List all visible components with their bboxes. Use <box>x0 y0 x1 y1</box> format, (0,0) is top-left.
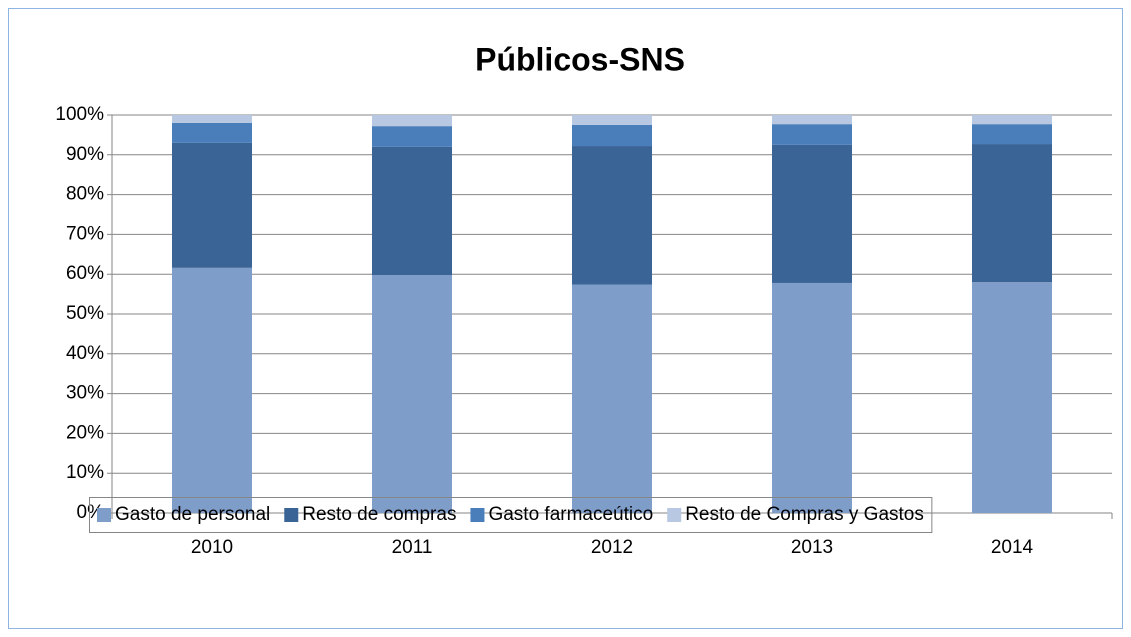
bar-segment <box>972 282 1052 513</box>
bar-segment <box>372 126 452 147</box>
y-tick-label: 50% <box>66 303 104 324</box>
legend-label: Gasto de personal <box>115 504 270 525</box>
y-tick-label: 100% <box>55 104 104 125</box>
x-tick-label: 2011 <box>392 537 433 558</box>
x-tick-label: 2012 <box>591 537 633 558</box>
legend-swatch <box>667 508 682 522</box>
bar-segment <box>772 282 852 513</box>
bar-segment <box>572 124 652 147</box>
legend-label: Resto de Compras y Gastos <box>685 504 924 525</box>
bar-segment <box>572 115 652 125</box>
bar-segment <box>172 122 252 143</box>
legend-label: Gasto farmaceútico <box>488 504 653 525</box>
legend-frame <box>89 497 933 533</box>
bar-segment <box>572 146 652 285</box>
chart-title: Públicos-SNS <box>475 41 685 77</box>
bar-segment <box>772 124 852 145</box>
bar-segment <box>372 115 452 127</box>
legend-label: Resto de compras <box>302 504 456 525</box>
bar-segment <box>972 124 1052 145</box>
y-tick-label: 70% <box>66 223 104 244</box>
bar-segment <box>372 146 452 275</box>
bar-segment <box>172 115 252 123</box>
x-tick-label: 2013 <box>791 537 833 558</box>
bar-segment <box>172 142 252 268</box>
x-tick-label: 2014 <box>991 537 1034 558</box>
y-tick-label: 10% <box>66 462 104 483</box>
bar-segment <box>172 267 252 513</box>
bar-segment <box>972 144 1052 283</box>
y-tick-label: 80% <box>66 184 104 205</box>
bar-segment <box>772 144 852 283</box>
bar-segment <box>972 115 1052 125</box>
y-tick-label: 30% <box>66 383 104 404</box>
legend-swatch <box>470 508 485 522</box>
x-tick-label: 2010 <box>191 537 233 558</box>
legend-swatch <box>97 508 111 522</box>
y-tick-label: 90% <box>66 144 104 165</box>
y-tick-label: 40% <box>66 343 104 364</box>
bar-segment <box>572 284 652 513</box>
bar-segment <box>372 274 452 513</box>
bar-segment <box>772 115 852 125</box>
y-tick-label: 60% <box>66 263 104 284</box>
y-tick-label: 20% <box>66 422 104 443</box>
legend-swatch <box>284 508 299 522</box>
